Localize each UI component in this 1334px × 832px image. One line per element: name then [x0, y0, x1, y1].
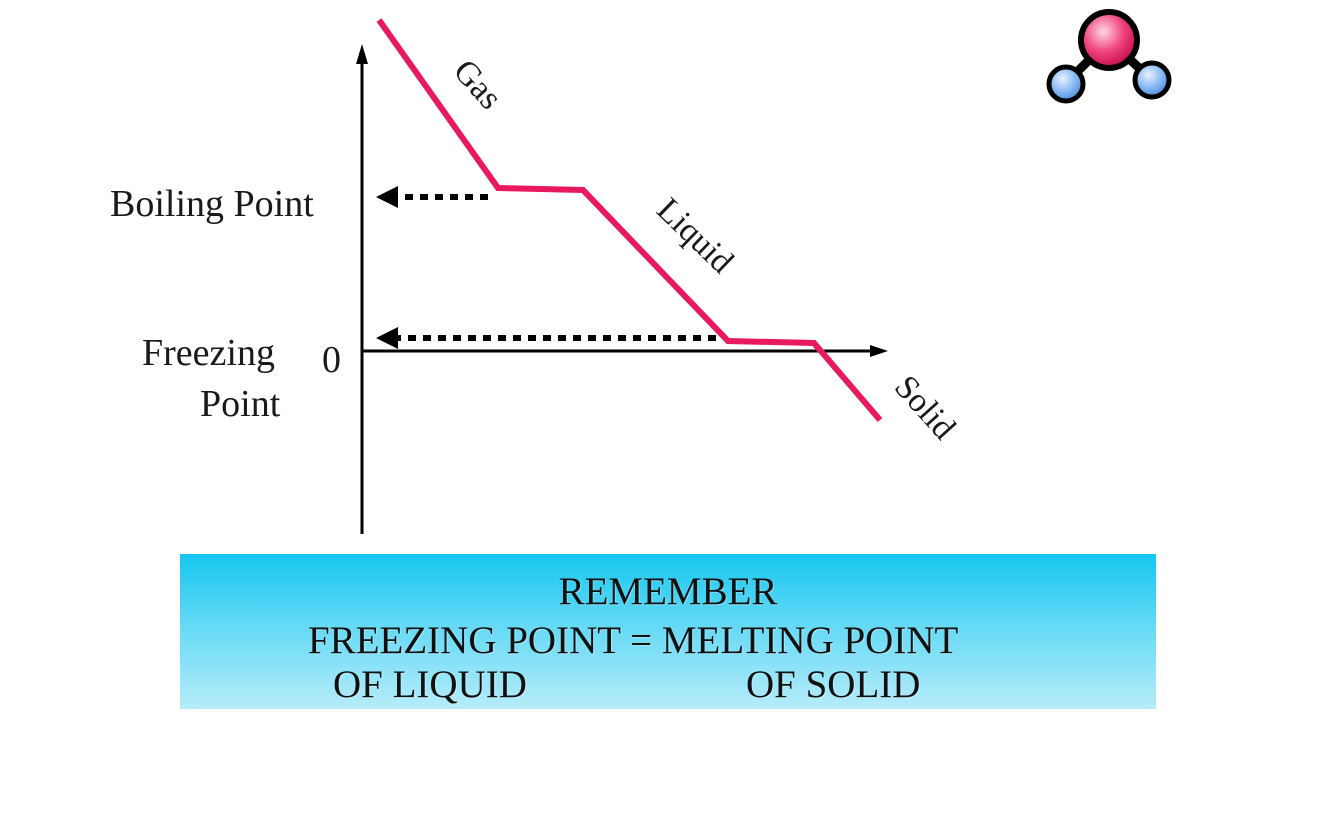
cooling-curve-line: [376, 18, 883, 422]
note-right-line: OF SOLID: [746, 663, 921, 706]
boiling-point-label: Boiling Point: [110, 183, 314, 225]
note-main-line: FREEZING POINT = MELTING POINT: [308, 619, 959, 662]
boiling-arrowhead: [376, 186, 398, 208]
y-axis-arrowhead: [356, 44, 368, 64]
solid-phase-label: Solid: [887, 369, 963, 447]
origin-zero-label: 0: [322, 339, 341, 381]
liquid-phase-label: Liquid: [649, 191, 740, 281]
freezing-point-label-line1: Freezing: [142, 332, 275, 374]
freezing-arrowhead: [376, 327, 398, 349]
freezing-point-label-line2: Point: [200, 383, 281, 425]
x-axis-arrowhead: [870, 345, 888, 357]
gas-phase-label: Gas: [446, 53, 509, 117]
note-title: REMEMBER: [558, 570, 778, 613]
note-left-line: OF LIQUID: [333, 663, 527, 706]
molecule-icon: [1046, 9, 1172, 104]
remember-note-box: REMEMBER FREEZING POINT = MELTING POINT …: [180, 554, 1156, 709]
